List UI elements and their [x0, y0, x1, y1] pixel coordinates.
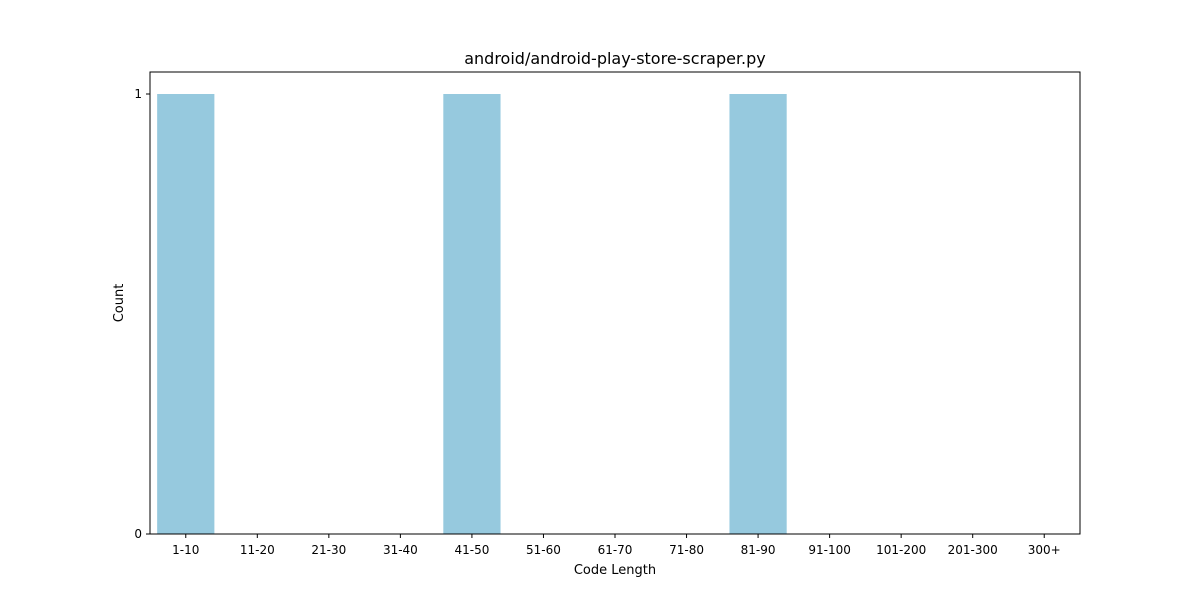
- y-tick-label: 0: [134, 527, 142, 541]
- x-tick-label: 91-100: [808, 543, 851, 557]
- x-tick-label: 21-30: [311, 543, 346, 557]
- x-axis-label: Code Length: [574, 563, 656, 578]
- x-tick-label: 41-50: [454, 543, 489, 557]
- y-tick-label: 1: [134, 87, 142, 101]
- x-tick-label: 201-300: [948, 543, 998, 557]
- y-axis-ticks: 01: [134, 87, 150, 541]
- x-tick-label: 11-20: [240, 543, 275, 557]
- x-tick-label: 51-60: [526, 543, 561, 557]
- x-tick-label: 61-70: [598, 543, 633, 557]
- x-axis-ticks: 1-10 11-20 21-30 31-40 41-50 51-60 61-70 71-80 8…: [172, 534, 1061, 557]
- x-tick-label: 1-10: [172, 543, 199, 557]
- bar-1-10: [157, 94, 214, 534]
- chart-title: android/android-play-store-scraper.py: [464, 49, 766, 68]
- bars-layer: [157, 94, 787, 534]
- bar-41-50: [443, 94, 500, 534]
- plot-frame: [150, 72, 1080, 534]
- x-tick-label: 101-200: [876, 543, 926, 557]
- bar-81-90: [729, 94, 786, 534]
- x-tick-label: 300+: [1028, 543, 1061, 557]
- x-tick-label: 71-80: [669, 543, 704, 557]
- y-axis-label: Count: [112, 284, 127, 323]
- x-tick-label: 81-90: [741, 543, 776, 557]
- x-tick-label: 31-40: [383, 543, 418, 557]
